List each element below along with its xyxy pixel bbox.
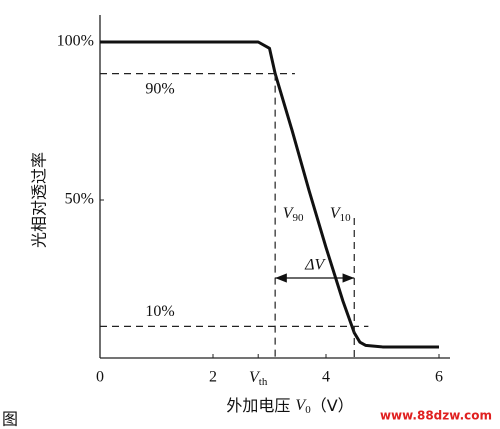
voltage-var: V — [283, 205, 295, 222]
voltage-var: V — [249, 369, 261, 386]
y-tick-label: 50% — [65, 191, 94, 208]
x-tick-label: 4 — [322, 369, 330, 386]
x-tick-label: 2 — [209, 369, 217, 386]
voltage-var: V — [330, 205, 342, 222]
x-label-text: 外加电压 — [226, 396, 295, 415]
y-tick-label: 100% — [57, 33, 94, 50]
voltage-label: V10 — [330, 205, 351, 224]
x-label-var: V — [295, 397, 307, 414]
x-label-unit: （V） — [311, 396, 354, 415]
curve — [100, 40, 439, 349]
level-label: 10% — [145, 303, 174, 320]
voltage-label: Vth — [249, 369, 268, 388]
watermark: www.88dzw.com — [380, 409, 492, 423]
delta-label: ΔV — [304, 257, 326, 274]
voltage-sub: 10 — [340, 212, 352, 224]
voltage-label: V90 — [283, 205, 304, 224]
x-tick-label: 0 — [96, 369, 104, 386]
level-label: 90% — [145, 80, 174, 97]
voltage-sub: th — [259, 376, 268, 388]
x-label-sub: 0 — [305, 404, 311, 416]
x-axis-label: 外加电压 V0（V） — [226, 396, 353, 416]
x-tick-label: 6 — [435, 369, 443, 386]
voltage-sub: 90 — [293, 212, 305, 224]
figure-prefix: 图 — [2, 410, 18, 429]
y-axis-label: 光相对透过率 — [30, 152, 49, 248]
